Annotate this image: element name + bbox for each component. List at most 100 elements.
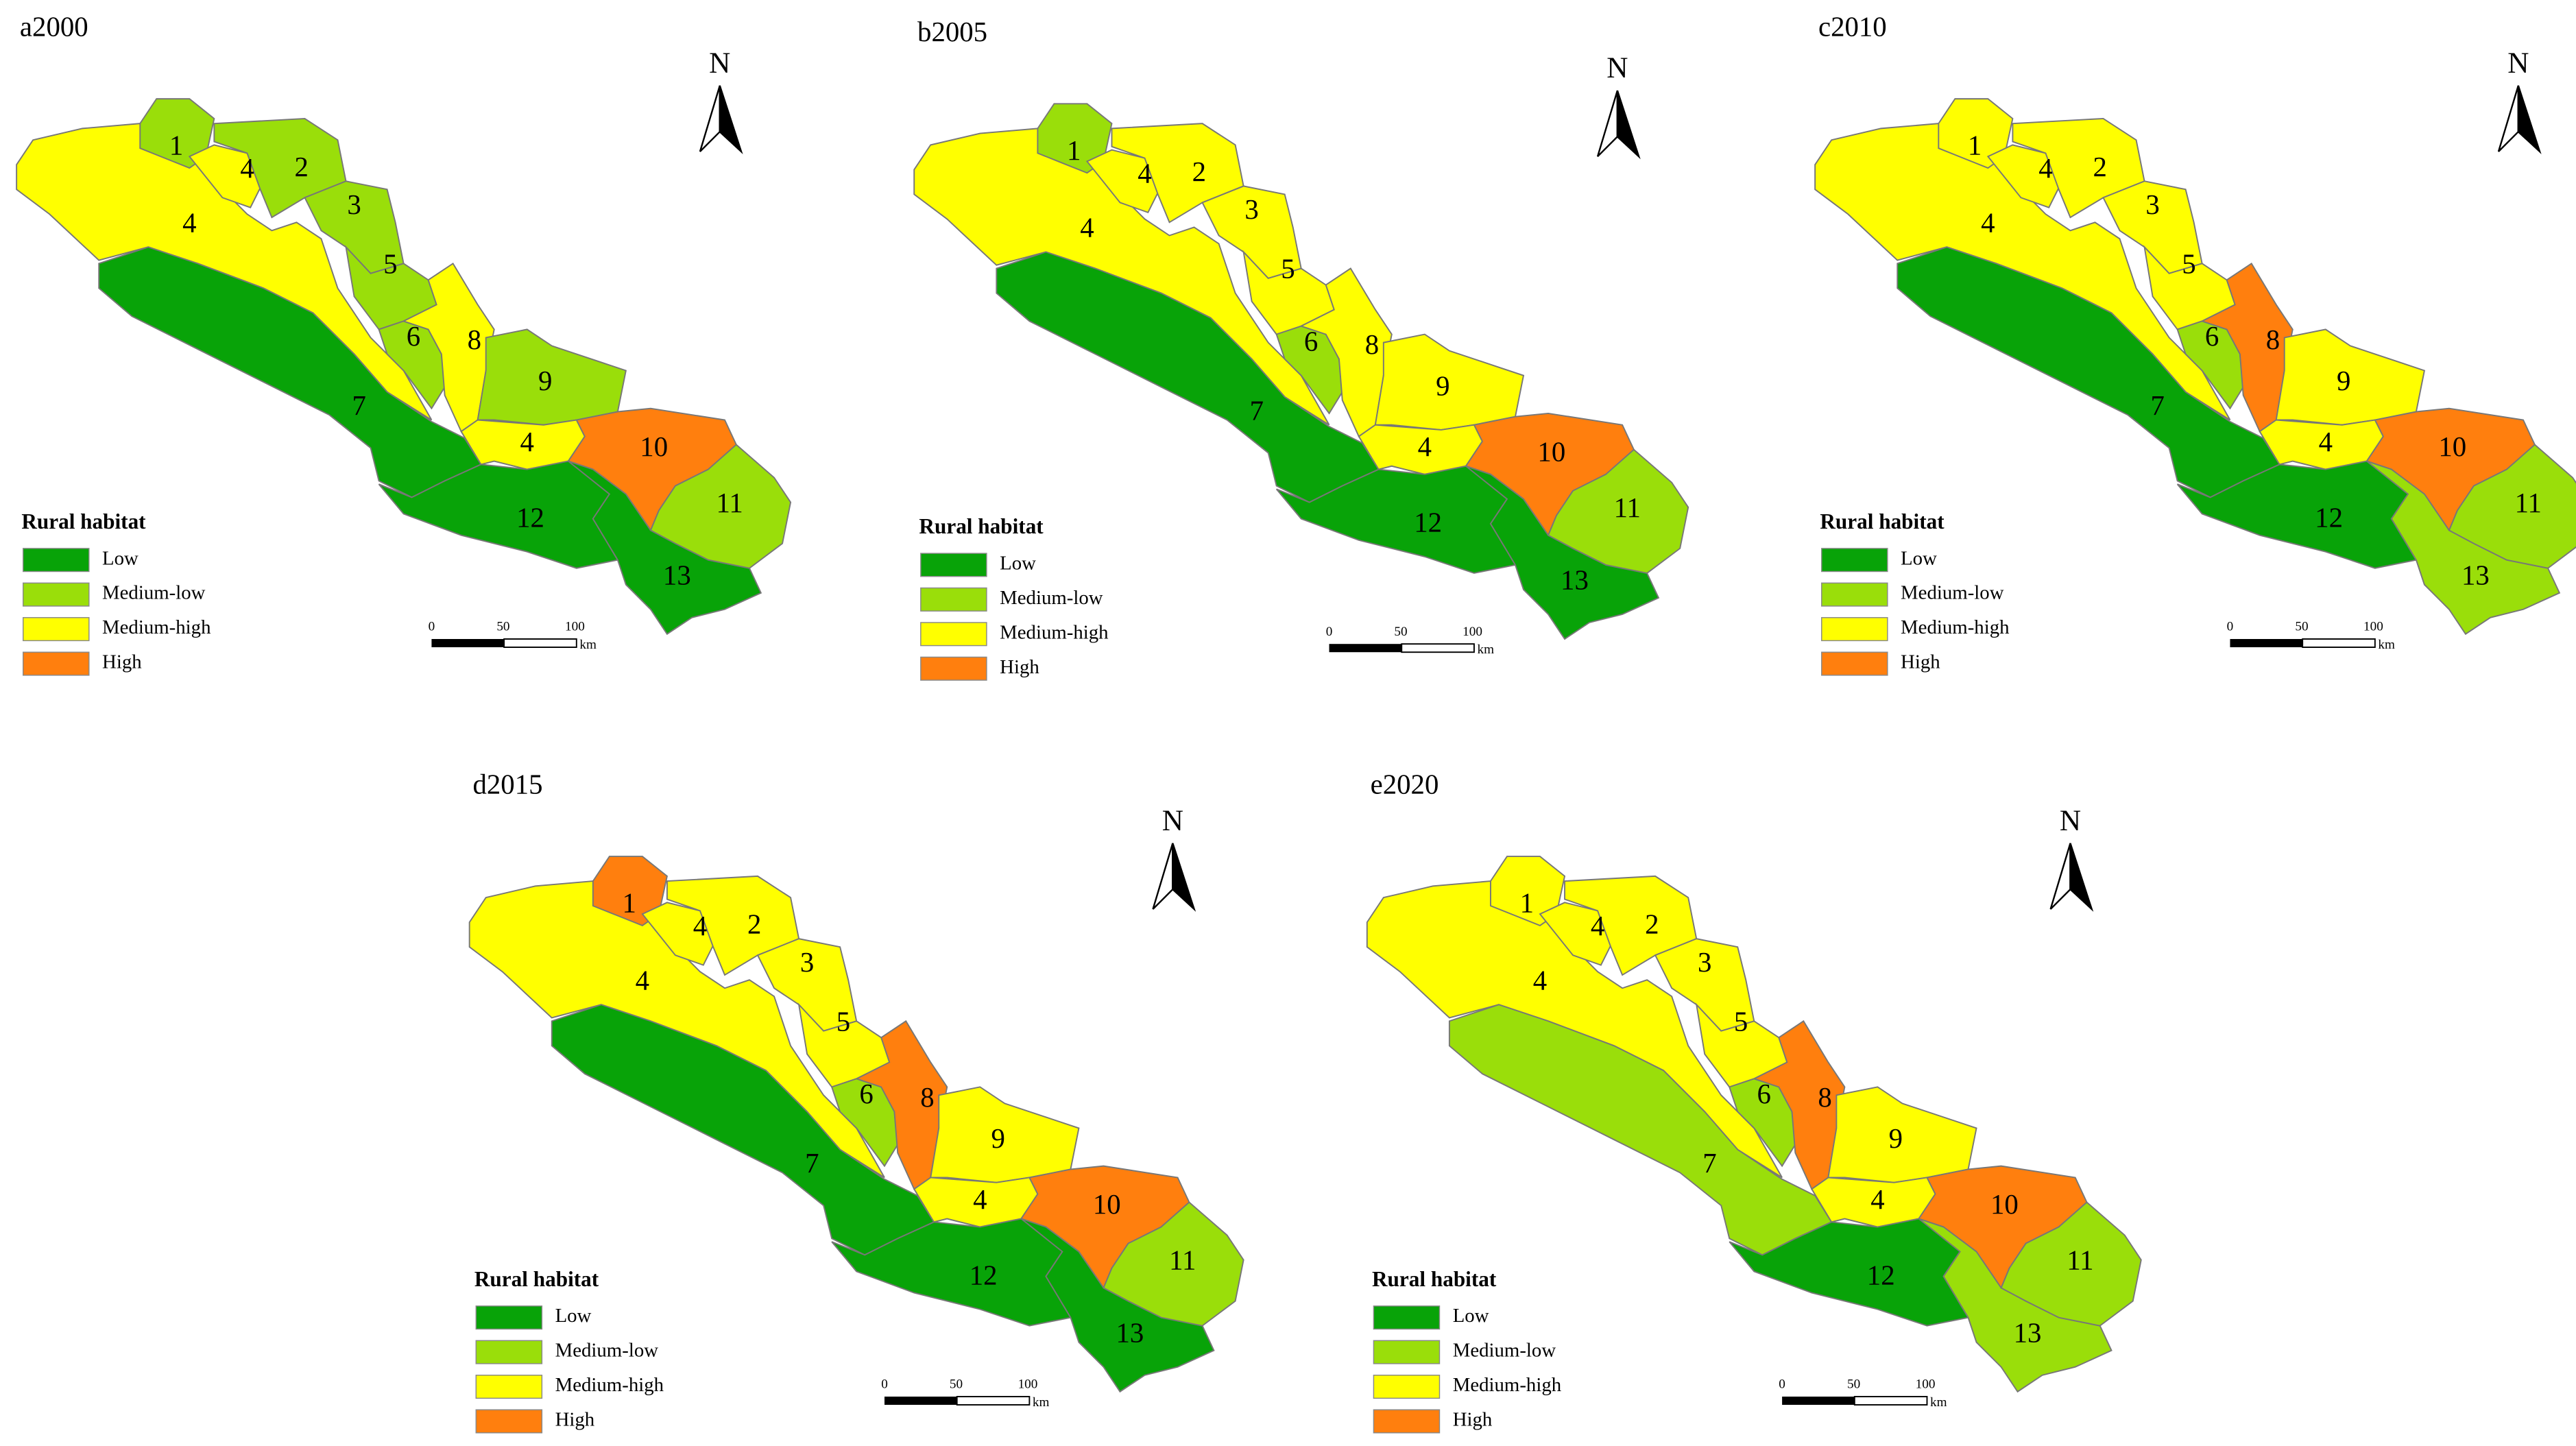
legend-swatch <box>1821 582 1888 607</box>
legend-swatch <box>1373 1340 1441 1364</box>
region-label: 11 <box>1169 1245 1196 1276</box>
legend-swatch <box>1821 617 1888 642</box>
legend-label: Medium-low <box>555 1340 659 1362</box>
legend-title: Rural habitat <box>1820 509 1945 533</box>
legend-label: Low <box>555 1305 592 1327</box>
scale-tick: 50 <box>1847 1377 1860 1392</box>
scale-bar-white <box>1853 1395 1928 1406</box>
region-label: 4 <box>2038 153 2052 184</box>
region-label: 12 <box>2315 502 2343 533</box>
region-label: 11 <box>717 487 743 518</box>
region-label: 8 <box>920 1082 934 1113</box>
region-label: 4 <box>636 965 649 996</box>
region-label: 12 <box>1414 507 1442 538</box>
region-label: 4 <box>520 426 534 457</box>
scale-tick: 100 <box>565 620 585 634</box>
scale-unit: km <box>1930 1395 1947 1410</box>
region-label: 3 <box>1698 947 1711 978</box>
north-label: N <box>1606 51 1628 84</box>
region-label: 5 <box>1734 1006 1748 1037</box>
legend-swatch <box>475 1340 543 1364</box>
region-label: 9 <box>538 365 552 396</box>
region-label: 9 <box>1436 370 1449 401</box>
region-label: 13 <box>663 559 691 590</box>
region-label: 13 <box>1116 1317 1144 1348</box>
legend-label: High <box>1901 651 1940 673</box>
north-label: N <box>2060 804 2081 837</box>
region-label: 2 <box>294 152 308 182</box>
region-label: 9 <box>1889 1123 1903 1154</box>
region-label: 12 <box>1867 1260 1895 1290</box>
legend-swatch <box>23 651 90 676</box>
region-label: 11 <box>2515 487 2542 518</box>
region-label: 3 <box>800 947 814 978</box>
region-label: 6 <box>407 321 420 352</box>
legend-title: Rural habitat <box>21 509 146 533</box>
legend-swatch <box>920 587 987 612</box>
region <box>1547 448 1689 574</box>
region <box>213 117 347 219</box>
panel-title: e2020 <box>1371 769 1439 800</box>
legend-title: Rural habitat <box>919 514 1044 538</box>
region <box>568 460 762 636</box>
scale-tick: 100 <box>1916 1377 1936 1392</box>
legend-label: High <box>1453 1409 1493 1431</box>
north-arrow-left <box>1152 843 1174 910</box>
region-label: 10 <box>640 431 668 462</box>
region-label: 4 <box>973 1184 987 1215</box>
north-label: N <box>2507 47 2529 80</box>
legend-swatch <box>1373 1409 1441 1434</box>
scale-tick: 100 <box>2363 620 2383 634</box>
region-label: 13 <box>2014 1317 2042 1348</box>
legend-title: Rural habitat <box>474 1267 599 1291</box>
region <box>2000 1201 2142 1327</box>
region <box>2448 444 2576 569</box>
scale-bar-white <box>503 638 577 648</box>
north-arrow-left <box>699 85 721 152</box>
region-label: 12 <box>516 502 544 533</box>
legend-label: Low <box>102 547 139 569</box>
region-label: 4 <box>2319 426 2333 457</box>
legend-label: High <box>1000 656 1039 678</box>
region-label: 1 <box>1968 130 1982 161</box>
region-label: 1 <box>169 130 183 161</box>
legend-swatch <box>23 617 90 642</box>
north-label: N <box>709 47 730 80</box>
panel-title: a2000 <box>20 12 88 43</box>
panel-title: b2005 <box>917 16 987 47</box>
scale-bar-black <box>1329 644 1402 653</box>
legend-label: Medium-low <box>1000 587 1103 609</box>
region-label: 7 <box>2151 390 2165 421</box>
region-label: 4 <box>1591 911 1604 941</box>
legend-label: Medium-high <box>1000 621 1109 643</box>
region-label: 4 <box>1870 1184 1884 1215</box>
scale-unit: km <box>1033 1395 1050 1410</box>
legend-label: High <box>102 651 142 673</box>
scale-tick: 50 <box>496 620 509 634</box>
region-label: 13 <box>2461 559 2490 590</box>
scale-bar-black <box>884 1396 957 1405</box>
legend-swatch <box>1821 651 1888 676</box>
region-label: 6 <box>1757 1079 1770 1109</box>
legend-swatch <box>475 1305 543 1330</box>
region-label: 4 <box>1533 965 1547 996</box>
region-label: 5 <box>383 249 397 280</box>
scale-unit: km <box>1477 642 1494 657</box>
north-arrow-right <box>1172 843 1196 912</box>
region <box>2366 460 2561 636</box>
scale-bar-white <box>2302 638 2376 648</box>
region-label: 4 <box>1981 207 1995 238</box>
legend-swatch <box>1821 548 1888 573</box>
region-label: 5 <box>836 1006 850 1037</box>
legend-swatch <box>920 656 987 681</box>
region-label: 10 <box>1537 436 1565 467</box>
legend-swatch <box>475 1409 543 1434</box>
north-arrow-right <box>719 85 743 154</box>
region-label: 10 <box>1990 1189 2019 1220</box>
region-label: 4 <box>1080 213 1094 243</box>
legend-swatch <box>1373 1374 1441 1399</box>
legend-label: Medium-high <box>102 616 211 638</box>
